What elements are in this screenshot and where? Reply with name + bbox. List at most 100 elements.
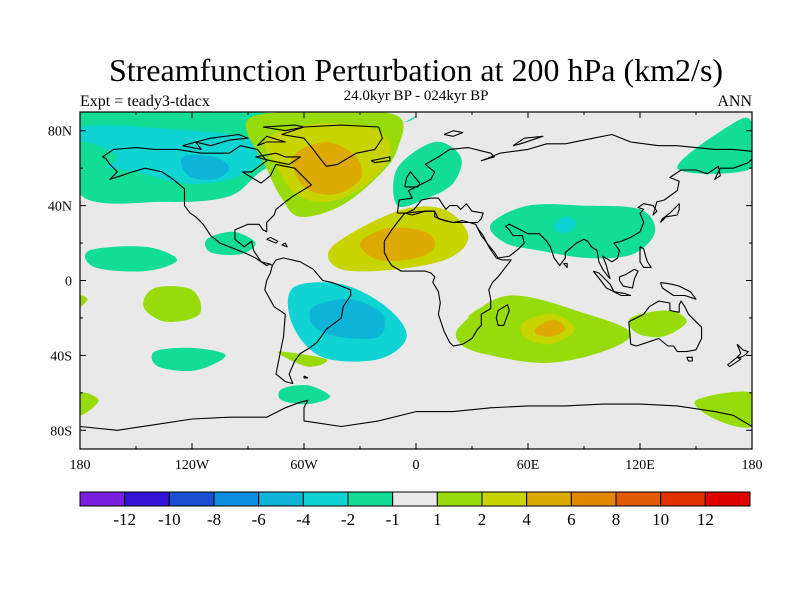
coastline (477, 158, 752, 280)
colorbar-label: 2 (478, 510, 487, 529)
contour-region (553, 216, 577, 233)
y-tick-label: 40N (48, 200, 72, 215)
coastline (102, 145, 352, 385)
colorbar-swatch (79, 491, 126, 507)
experiment-label: Expt = teady3-tdacx (80, 93, 210, 110)
coastline (80, 399, 752, 431)
colorbar-swatch (481, 491, 528, 507)
colorbar-swatch (392, 491, 438, 507)
contour-region (359, 227, 436, 262)
coastline (639, 246, 652, 268)
coastline (495, 304, 510, 326)
colorbar-label: -6 (252, 510, 266, 529)
colorbar-swatch (570, 491, 617, 507)
colorbar-label: 8 (612, 510, 621, 529)
coastline (303, 375, 309, 379)
x-tick-label: 0 (413, 458, 420, 473)
contour-region (628, 310, 687, 338)
coastline (383, 210, 512, 347)
coastline (686, 356, 693, 362)
season-label: ANN (717, 93, 752, 110)
colorbar-label: -8 (207, 510, 221, 529)
colorbar-swatch (258, 491, 304, 507)
coastline (256, 135, 286, 147)
x-tick-label: 120E (625, 458, 655, 473)
colorbar-label: -1 (386, 510, 400, 529)
colorbar-swatch (615, 491, 662, 507)
coastline (102, 156, 271, 267)
coastline (613, 291, 632, 297)
chart-title: Streamfunction Perturbation at 200 hPa (… (108, 52, 724, 88)
contour-region (309, 298, 386, 339)
coastline (443, 130, 464, 137)
colorbar-label: 4 (522, 510, 531, 529)
contour-region (677, 117, 752, 174)
contour-region (204, 231, 256, 256)
contour-region (80, 295, 88, 307)
contour-region (489, 204, 656, 259)
coastline (262, 124, 305, 132)
coastline (628, 300, 703, 353)
contour-region (393, 141, 462, 208)
coastline (266, 236, 279, 244)
contour-region (468, 306, 506, 333)
colorbar-label: 1 (433, 510, 442, 529)
coastline (512, 135, 544, 147)
coastlines (80, 124, 752, 431)
axis-ticks: 180 120W 60W 0 60E 120E 180 80N 40N 0 40S 80S (48, 112, 763, 473)
x-tick-label: 60E (517, 458, 540, 473)
coastline (182, 141, 202, 150)
coastline (563, 263, 568, 268)
contour-fills (80, 112, 752, 428)
coastline (281, 242, 288, 248)
coastline (255, 152, 301, 165)
coastline (592, 270, 615, 293)
coastline (727, 356, 742, 368)
colorbar-swatch (660, 491, 706, 507)
colorbar-swatch (302, 491, 349, 507)
colorbar-label: 10 (652, 510, 669, 529)
coastline (370, 156, 391, 164)
contour-region (291, 142, 362, 195)
colorbar-label: -12 (113, 510, 136, 529)
colorbar-label: -10 (158, 510, 181, 529)
contour-region (534, 319, 566, 337)
colorbar-swatch (704, 491, 751, 507)
coastline (397, 197, 484, 224)
x-tick-label: 60W (290, 458, 318, 473)
x-tick-label: 180 (742, 458, 763, 473)
coastline (396, 133, 752, 214)
colorbar-label: -4 (296, 510, 311, 529)
colorbar-swatch (347, 491, 394, 507)
colorbar-swatch (124, 491, 170, 507)
colorbar-label: -2 (341, 510, 355, 529)
coastline (660, 203, 680, 223)
coastline (659, 281, 697, 300)
colorbar-swatch (213, 491, 260, 507)
contour-region (151, 347, 226, 372)
coastline (618, 268, 639, 289)
contour-region (180, 155, 230, 180)
coastline (736, 343, 749, 358)
x-tick-label: 180 (70, 458, 91, 473)
y-tick-label: 80N (48, 125, 72, 140)
x-tick-label: 120W (175, 458, 210, 473)
colorbar-swatch (526, 491, 572, 507)
coastline (281, 124, 383, 167)
colorbar-label: 6 (567, 510, 576, 529)
contour-region (80, 392, 99, 416)
contour-region (277, 351, 328, 367)
contour-region (84, 246, 178, 272)
contour-region (80, 141, 118, 173)
contour-region (143, 286, 202, 322)
contour-region (278, 384, 331, 405)
colorbar-label: 12 (697, 510, 714, 529)
y-tick-label: 80S (50, 424, 72, 439)
colorbar-swatch (168, 491, 215, 507)
colorbar-swatch (436, 491, 483, 507)
period-label: 24.0kyr BP - 024kyr BP (343, 88, 489, 104)
y-tick-label: 0 (65, 275, 72, 290)
y-tick-label: 40S (50, 349, 72, 364)
contour-region (694, 391, 752, 428)
